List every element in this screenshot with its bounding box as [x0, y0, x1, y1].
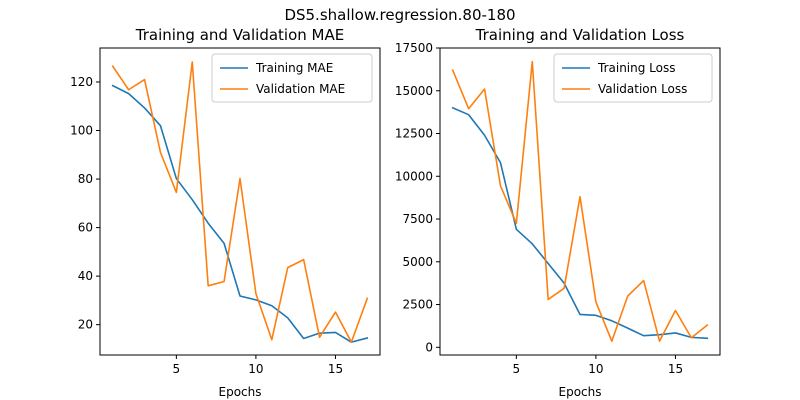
loss-legend-label-training: Training Loss: [597, 61, 675, 75]
loss-legend-box: [553, 53, 713, 103]
figure-suptitle: DS5.shallow.regression.80-180: [284, 6, 515, 24]
mae-x-tick-label: 15: [328, 362, 343, 376]
mae-series-validation-line: [111, 61, 369, 343]
mae-legend-box: [211, 53, 373, 103]
mae-legend-label-training: Training MAE: [255, 61, 333, 75]
loss-y-tick-label: 17500: [395, 41, 433, 55]
mae-y-tick-label: 40: [78, 269, 93, 283]
mae-legend: Training MAE Validation MAE: [211, 53, 373, 103]
loss-y-tick-label: 7500: [402, 212, 433, 226]
mae-chart: Training and Validation MAE 5 10 15 20 40 60 80…: [70, 26, 381, 399]
loss-y-tick-label: 2500: [402, 298, 433, 312]
mae-y-tick-label: 100: [70, 124, 93, 138]
mae-legend-label-validation: Validation MAE: [256, 82, 345, 96]
loss-chart-title: Training and Validation Loss: [475, 26, 685, 44]
mae-x-axis-label: Epochs: [219, 385, 262, 399]
loss-x-tick-label: 5: [513, 362, 521, 376]
loss-y-tick-label: 0: [425, 340, 433, 354]
mae-y-tick-label: 20: [78, 318, 93, 332]
mae-y-tick-label: 60: [78, 221, 93, 235]
loss-y-tick-label: 10000: [395, 169, 433, 183]
loss-y-tick-label: 12500: [395, 127, 433, 141]
mae-x-tick-label: 10: [248, 362, 263, 376]
mae-series-training-line: [111, 84, 369, 343]
mae-chart-title: Training and Validation MAE: [135, 26, 344, 44]
loss-legend: Training Loss Validation Loss: [553, 53, 713, 103]
loss-x-axis-label: Epochs: [559, 385, 602, 399]
loss-axes-frame: [439, 47, 721, 356]
loss-y-tick-label: 15000: [395, 84, 433, 98]
mae-axes-frame: [99, 47, 381, 356]
mae-y-tick-label: 80: [78, 172, 93, 186]
loss-chart: Training and Validation Loss 5 10 15 0 2500 50…: [395, 26, 721, 399]
loss-x-tick-label: 15: [668, 362, 683, 376]
mae-y-tick-label: 120: [70, 75, 93, 89]
mae-x-tick-label: 5: [173, 362, 181, 376]
loss-x-tick-label: 10: [588, 362, 603, 376]
loss-y-tick-label: 5000: [402, 255, 433, 269]
loss-series-validation-line: [451, 60, 709, 342]
loss-legend-label-validation: Validation Loss: [598, 82, 687, 96]
